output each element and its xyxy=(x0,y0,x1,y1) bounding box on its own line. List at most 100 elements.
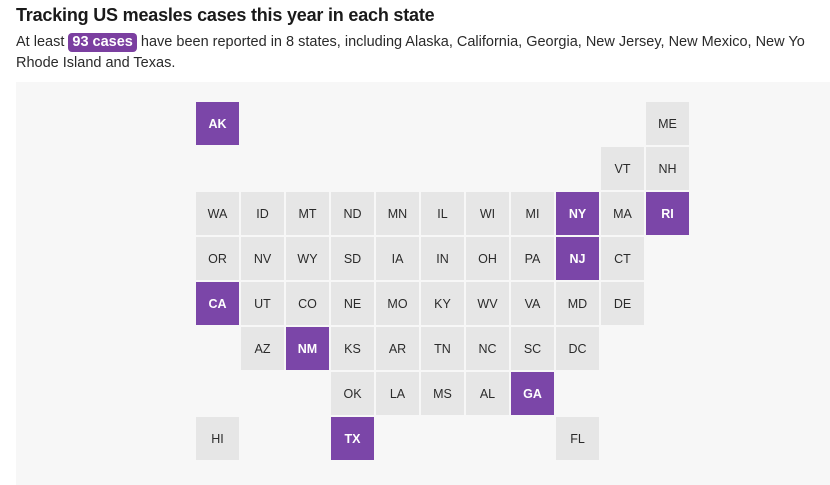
state-tile-sc[interactable]: SC xyxy=(511,327,554,370)
state-tile-nm[interactable]: NM xyxy=(286,327,329,370)
summary-prefix: At least xyxy=(16,34,65,50)
state-label: MD xyxy=(567,296,588,311)
state-tile-la[interactable]: LA xyxy=(376,372,419,415)
state-label: MO xyxy=(387,296,408,311)
state-label: CT xyxy=(614,251,631,266)
state-tile-ms[interactable]: MS xyxy=(421,372,464,415)
state-tile-tn[interactable]: TN xyxy=(421,327,464,370)
state-label: DE xyxy=(613,296,632,311)
state-label: PA xyxy=(524,251,541,266)
state-tile-ks[interactable]: KS xyxy=(331,327,374,370)
state-label: OR xyxy=(208,251,227,266)
state-label: VT xyxy=(614,161,631,176)
state-tile-ky[interactable]: KY xyxy=(421,282,464,325)
state-tile-ma[interactable]: MA xyxy=(601,192,644,235)
state-tile-nc[interactable]: NC xyxy=(466,327,509,370)
state-tile-mn[interactable]: MN xyxy=(376,192,419,235)
state-tile-ct[interactable]: CT xyxy=(601,237,644,280)
state-tile-co[interactable]: CO xyxy=(286,282,329,325)
state-label: AL xyxy=(479,386,496,401)
state-label: DC xyxy=(568,341,587,356)
state-tile-ok[interactable]: OK xyxy=(331,372,374,415)
state-tile-vt[interactable]: VT xyxy=(601,147,644,190)
state-label: MA xyxy=(613,206,632,221)
state-tile-dc[interactable]: DC xyxy=(556,327,599,370)
state-tile-il[interactable]: IL xyxy=(421,192,464,235)
summary-states: have been reported in 8 states, includin… xyxy=(140,34,805,50)
state-tile-hi[interactable]: HI xyxy=(196,417,239,460)
state-label: SD xyxy=(343,251,362,266)
state-tile-nd[interactable]: ND xyxy=(331,192,374,235)
state-label: MS xyxy=(433,386,452,401)
state-label: WV xyxy=(477,296,498,311)
state-label: AK xyxy=(208,116,227,131)
state-label: WI xyxy=(479,206,496,221)
state-label: LA xyxy=(389,386,406,401)
state-label: OH xyxy=(478,251,497,266)
state-tile-mi[interactable]: MI xyxy=(511,192,554,235)
state-tile-pa[interactable]: PA xyxy=(511,237,554,280)
state-label: IL xyxy=(437,206,448,221)
state-tile-va[interactable]: VA xyxy=(511,282,554,325)
state-tile-sd[interactable]: SD xyxy=(331,237,374,280)
state-tile-ga[interactable]: GA xyxy=(511,372,554,415)
state-tile-map: AK ME VT NH WA ID MT ND MN IL WI MI NY MA RI OR NV WY SD IA… xyxy=(16,82,830,485)
state-tile-ar[interactable]: AR xyxy=(376,327,419,370)
state-label: FL xyxy=(570,431,585,446)
state-label: ID xyxy=(256,206,269,221)
state-tile-or[interactable]: OR xyxy=(196,237,239,280)
summary-line-2: Rhode Island and Texas. xyxy=(16,54,176,71)
state-tile-ak[interactable]: AK xyxy=(196,102,239,145)
state-label: RI xyxy=(661,206,674,221)
state-label: CO xyxy=(298,296,317,311)
state-tile-md[interactable]: MD xyxy=(556,282,599,325)
state-tile-fl[interactable]: FL xyxy=(556,417,599,460)
state-tile-wa[interactable]: WA xyxy=(196,192,239,235)
state-tile-nj[interactable]: NJ xyxy=(556,237,599,280)
state-label: IN xyxy=(436,251,449,266)
state-tile-me[interactable]: ME xyxy=(646,102,689,145)
state-tile-ca[interactable]: CA xyxy=(196,282,239,325)
state-label: NC xyxy=(478,341,497,356)
state-tile-mo[interactable]: MO xyxy=(376,282,419,325)
state-label: OK xyxy=(343,386,362,401)
state-label: NE xyxy=(343,296,362,311)
state-label: AR xyxy=(388,341,407,356)
state-label: TX xyxy=(344,431,361,446)
state-tile-nh[interactable]: NH xyxy=(646,147,689,190)
state-tile-id[interactable]: ID xyxy=(241,192,284,235)
state-label: HI xyxy=(211,431,224,446)
state-label: NM xyxy=(297,341,318,356)
state-label: NV xyxy=(253,251,272,266)
state-label: VA xyxy=(524,296,541,311)
state-tile-wy[interactable]: WY xyxy=(286,237,329,280)
state-label: SC xyxy=(523,341,542,356)
state-label: TN xyxy=(434,341,451,356)
state-tile-nv[interactable]: NV xyxy=(241,237,284,280)
state-label: WY xyxy=(297,251,318,266)
state-label: IA xyxy=(391,251,404,266)
state-label: AZ xyxy=(254,341,271,356)
state-tile-in[interactable]: IN xyxy=(421,237,464,280)
state-tile-de[interactable]: DE xyxy=(601,282,644,325)
state-label: MT xyxy=(298,206,317,221)
state-tile-ne[interactable]: NE xyxy=(331,282,374,325)
page-title: Tracking US measles cases this year in e… xyxy=(16,5,435,25)
state-tile-ia[interactable]: IA xyxy=(376,237,419,280)
state-label: MN xyxy=(387,206,408,221)
state-tile-oh[interactable]: OH xyxy=(466,237,509,280)
state-label: ND xyxy=(343,206,362,221)
state-tile-al[interactable]: AL xyxy=(466,372,509,415)
state-tile-wi[interactable]: WI xyxy=(466,192,509,235)
state-tile-az[interactable]: AZ xyxy=(241,327,284,370)
state-label: KS xyxy=(344,341,361,356)
state-tile-tx[interactable]: TX xyxy=(331,417,374,460)
state-tile-ut[interactable]: UT xyxy=(241,282,284,325)
state-tile-wv[interactable]: WV xyxy=(466,282,509,325)
state-label: WA xyxy=(207,206,228,221)
state-tile-ri[interactable]: RI xyxy=(646,192,689,235)
state-tile-mt[interactable]: MT xyxy=(286,192,329,235)
state-tile-ny[interactable]: NY xyxy=(556,192,599,235)
state-label: GA xyxy=(523,386,542,401)
state-label: CA xyxy=(208,296,227,311)
